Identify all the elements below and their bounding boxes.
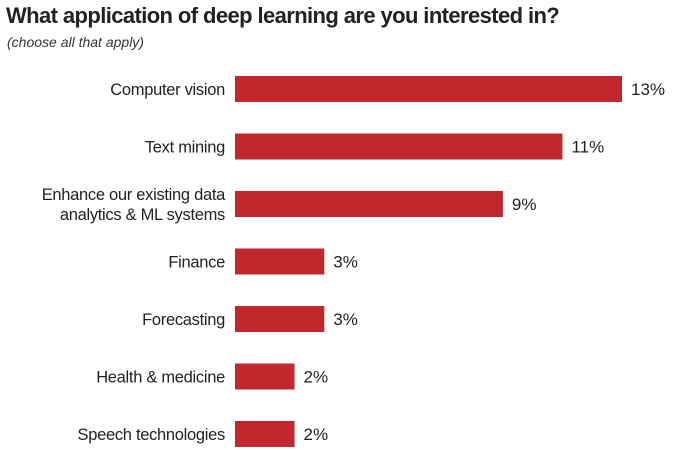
bar-1 (235, 133, 563, 160)
value-label-4: 3% (333, 310, 358, 329)
bar-2 (235, 191, 503, 217)
category-label-4: Forecasting (142, 311, 225, 329)
category-label-5: Health & medicine (96, 369, 225, 387)
category-label-3: Finance (168, 254, 225, 272)
value-label-0: 13% (631, 80, 665, 99)
bar-6 (235, 421, 295, 447)
value-label-3: 3% (333, 253, 358, 272)
category-label-2: Enhance our existing data analytics & ML … (42, 186, 226, 224)
category-label-1: Text mining (145, 139, 225, 157)
bar-4 (235, 306, 325, 332)
bar-3 (235, 248, 325, 275)
value-label-6: 2% (304, 425, 329, 444)
chart-title: What application of deep learning are yo… (6, 3, 560, 28)
bar-5 (235, 363, 295, 390)
value-label-1: 11% (571, 138, 604, 157)
value-label-2: 9% (512, 195, 537, 214)
bar-0 (235, 76, 622, 102)
category-label-0: Computer vision (110, 81, 225, 99)
category-label-6: Speech technologies (78, 426, 226, 444)
value-label-5: 2% (304, 368, 329, 387)
chart-subtitle: (choose all that apply) (7, 34, 144, 50)
